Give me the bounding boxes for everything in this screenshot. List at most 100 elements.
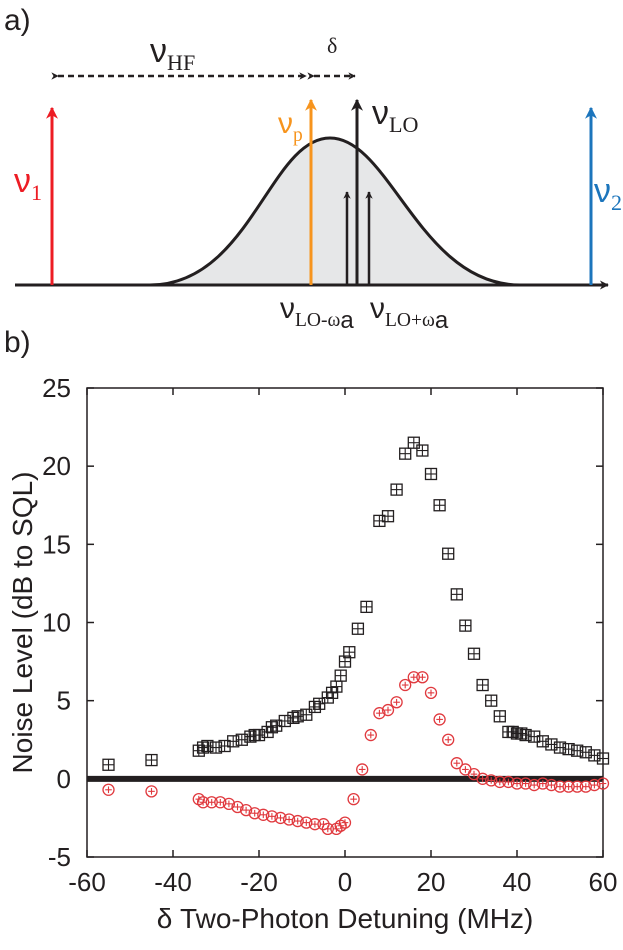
data-point xyxy=(485,774,498,787)
data-point xyxy=(459,763,472,776)
label-symbol: ν xyxy=(150,32,167,70)
marker-circle xyxy=(282,813,296,826)
data-point xyxy=(545,778,558,792)
label-subscript: LO+ω xyxy=(385,310,435,331)
marker-circle xyxy=(450,757,463,770)
data-point xyxy=(579,780,592,793)
label-symbol: ν xyxy=(370,292,385,325)
marker-circle xyxy=(214,796,227,809)
y-tick-label: 5 xyxy=(57,686,71,716)
data-point xyxy=(493,710,506,723)
label-symbol: ν xyxy=(14,162,31,200)
y-tick-label: 20 xyxy=(42,451,71,481)
marker-circle xyxy=(347,793,360,806)
label-subscript: p xyxy=(293,125,303,146)
data-point xyxy=(235,733,248,746)
data-point xyxy=(485,694,498,707)
marker-circle xyxy=(291,814,304,828)
data-point xyxy=(248,807,261,820)
marker-circle xyxy=(356,763,369,776)
y-axis-label: Noise Level (dB to SQL) xyxy=(7,472,38,774)
data-point xyxy=(399,678,412,692)
data-point xyxy=(347,793,360,806)
marker-circle xyxy=(248,807,261,820)
diagram-label: νLO-ωa xyxy=(280,292,354,334)
marker-circle xyxy=(274,811,287,825)
diagram-label: νp xyxy=(278,107,303,146)
label-subscript: a xyxy=(340,307,354,334)
data-point xyxy=(433,713,446,726)
marker-circle xyxy=(222,797,236,810)
panel-label: a) xyxy=(4,4,31,37)
marker-circle xyxy=(416,671,429,684)
marker-circle xyxy=(596,777,610,790)
data-point xyxy=(282,813,296,826)
marker-circle xyxy=(317,818,330,831)
label-symbol: ν xyxy=(278,107,293,140)
label-subscript: HF xyxy=(167,50,195,75)
x-tick-label: 20 xyxy=(417,867,446,897)
data-point xyxy=(442,733,455,746)
data-point xyxy=(364,728,377,742)
data-point xyxy=(381,703,395,717)
data-point xyxy=(274,811,287,825)
data-point xyxy=(373,707,386,720)
marker-circle xyxy=(257,808,270,821)
x-tick-label: 40 xyxy=(503,867,532,897)
data-point xyxy=(239,803,253,817)
marker-circle xyxy=(433,713,446,726)
data-point xyxy=(424,686,438,699)
data-point xyxy=(145,753,158,767)
data-point xyxy=(373,514,386,528)
marker-circle xyxy=(399,678,412,692)
label-symbol: ν xyxy=(280,292,295,325)
data-point xyxy=(381,510,395,523)
marker-circle xyxy=(424,686,438,699)
data-point xyxy=(416,444,429,457)
x-tick-label: -20 xyxy=(240,867,278,897)
data-point xyxy=(231,800,244,814)
data-point xyxy=(252,728,266,742)
data-point xyxy=(278,714,291,728)
label-subscript: 2 xyxy=(611,190,622,215)
x-tick-label: 0 xyxy=(338,867,352,897)
diagram-label: νLO xyxy=(372,94,418,137)
y-tick-label: 10 xyxy=(42,608,71,638)
data-point xyxy=(351,622,365,635)
x-tick-label: -60 xyxy=(68,867,106,897)
data-point xyxy=(433,499,446,512)
marker-circle xyxy=(442,733,455,746)
marker-circle xyxy=(265,810,279,823)
data-point xyxy=(291,814,304,828)
marker-circle xyxy=(545,778,558,792)
marker-circle xyxy=(536,777,549,790)
data-point xyxy=(360,600,373,614)
label-symbol: ν xyxy=(372,94,389,132)
label-subscript: 1 xyxy=(31,180,42,205)
x-tick-label: -40 xyxy=(154,867,192,897)
data-point xyxy=(515,727,528,740)
marker-circle xyxy=(239,803,253,817)
marker-circle xyxy=(579,780,592,793)
data-point xyxy=(442,547,455,560)
data-point xyxy=(588,749,601,762)
y-tick-label: -5 xyxy=(48,842,71,872)
marker-circle xyxy=(502,775,515,789)
marker-circle xyxy=(381,703,395,717)
data-point xyxy=(343,646,356,659)
marker-circle xyxy=(485,774,498,787)
data-point xyxy=(265,810,279,823)
data-point xyxy=(476,772,489,785)
marker-circle xyxy=(145,785,158,798)
marker-circle xyxy=(231,800,244,814)
label-symbol: ν xyxy=(594,172,611,210)
data-point xyxy=(502,775,515,789)
data-point xyxy=(102,783,115,796)
diagram-label: ν2 xyxy=(594,172,622,215)
data-point xyxy=(545,738,558,751)
label-subscript: LO xyxy=(389,112,418,137)
data-point xyxy=(476,678,489,692)
x-axis-label: δ Two-Photon Detuning (MHz) xyxy=(157,903,534,934)
data-point xyxy=(257,808,270,821)
data-point xyxy=(325,686,339,699)
